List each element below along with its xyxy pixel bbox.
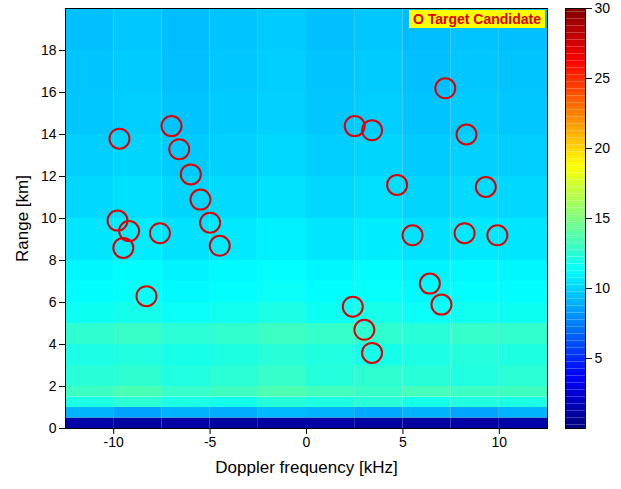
svg-text:14: 14 — [41, 126, 57, 142]
svg-text:30: 30 — [595, 0, 611, 16]
svg-text:6: 6 — [49, 294, 57, 310]
html-text:O Target Candidate: O Target Candidate — [412, 11, 541, 27]
svg-text:Range [km]: Range [km] — [13, 175, 32, 262]
svg-text:18: 18 — [41, 42, 57, 58]
svg-text:8: 8 — [49, 252, 57, 268]
svg-text:10: 10 — [41, 210, 57, 226]
svg-text:15: 15 — [595, 210, 611, 226]
svg-text:16: 16 — [41, 84, 57, 100]
svg-text:4: 4 — [49, 336, 57, 352]
svg-text:0: 0 — [303, 434, 311, 450]
svg-text:10: 10 — [595, 280, 611, 296]
svg-text:10: 10 — [492, 434, 508, 450]
svg-text:Doppler frequency [kHz]: Doppler frequency [kHz] — [215, 458, 397, 477]
svg-text:5: 5 — [595, 350, 603, 366]
svg-text:25: 25 — [595, 70, 611, 86]
svg-text:20: 20 — [595, 140, 611, 156]
svg-text:2: 2 — [49, 378, 57, 394]
svg-text:-5: -5 — [204, 434, 217, 450]
svg-text:12: 12 — [41, 168, 57, 184]
svg-text:-10: -10 — [104, 434, 124, 450]
svg-text:0: 0 — [49, 420, 57, 436]
svg-text:5: 5 — [399, 434, 407, 450]
